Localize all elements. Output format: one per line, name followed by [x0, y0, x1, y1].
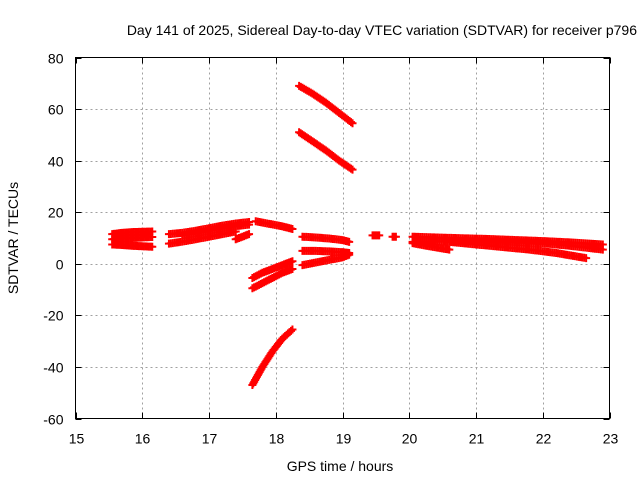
data-point — [445, 245, 454, 254]
y-tick-label: 80 — [48, 51, 64, 67]
x-tick-label: 17 — [202, 431, 218, 447]
y-tick-label: 60 — [48, 102, 64, 118]
data-point — [347, 118, 356, 127]
axis-ticks: 15 16 17 18 19 20 21 22 23 -60 -40 -20 0 20 40 60 80 — [43, 51, 618, 447]
x-tick-label: 16 — [135, 431, 151, 447]
data-point — [345, 237, 354, 246]
data-point — [288, 224, 297, 233]
x-tick-label: 22 — [536, 431, 552, 447]
y-tick-label: 20 — [48, 205, 64, 221]
data-point — [347, 164, 356, 173]
data-marks — [108, 81, 607, 389]
data-point — [375, 231, 384, 240]
data-series — [108, 240, 157, 251]
y-tick-label: -20 — [43, 308, 63, 324]
data-point — [582, 254, 591, 263]
plot-frame — [75, 57, 610, 419]
data-point — [288, 257, 297, 266]
data-series — [248, 325, 297, 389]
y-tick-label: 40 — [48, 154, 64, 170]
y-tick-label: -60 — [43, 412, 63, 428]
x-tick-label: 20 — [402, 431, 418, 447]
data-series — [248, 257, 297, 282]
data-series — [388, 232, 400, 241]
chart-title: Day 141 of 2025, Sidereal Day-to-day VTE… — [127, 22, 637, 38]
x-tick-label: 21 — [469, 431, 485, 447]
y-tick-label: -40 — [43, 360, 63, 376]
data-point — [245, 220, 254, 229]
x-tick-label: 15 — [69, 431, 85, 447]
data-series — [178, 220, 254, 240]
data-point — [148, 242, 157, 251]
data-series — [251, 217, 297, 233]
data-series — [248, 264, 297, 293]
x-axis-label: GPS time / hours — [287, 458, 394, 474]
data-series — [164, 227, 240, 248]
data-series — [295, 128, 357, 174]
data-series — [295, 81, 357, 128]
data-series — [408, 239, 454, 254]
data-point — [598, 245, 607, 254]
data-series — [368, 231, 384, 240]
x-tick-label: 19 — [336, 431, 352, 447]
data-point — [391, 232, 400, 241]
data-point — [345, 250, 354, 259]
data-point — [148, 232, 157, 241]
x-tick-label: 18 — [269, 431, 285, 447]
data-series — [298, 232, 354, 246]
y-tick-label: 0 — [56, 257, 64, 273]
data-point — [287, 326, 296, 335]
data-point — [288, 264, 297, 273]
y-axis-label: SDTVAR / TECUs — [5, 182, 21, 294]
data-series — [298, 250, 354, 270]
data-point — [288, 325, 297, 334]
data-point — [348, 119, 357, 128]
data-point — [348, 165, 357, 174]
data-series — [231, 230, 254, 244]
x-tick-label: 23 — [603, 431, 619, 447]
data-point — [245, 230, 254, 239]
data-series — [445, 237, 591, 263]
